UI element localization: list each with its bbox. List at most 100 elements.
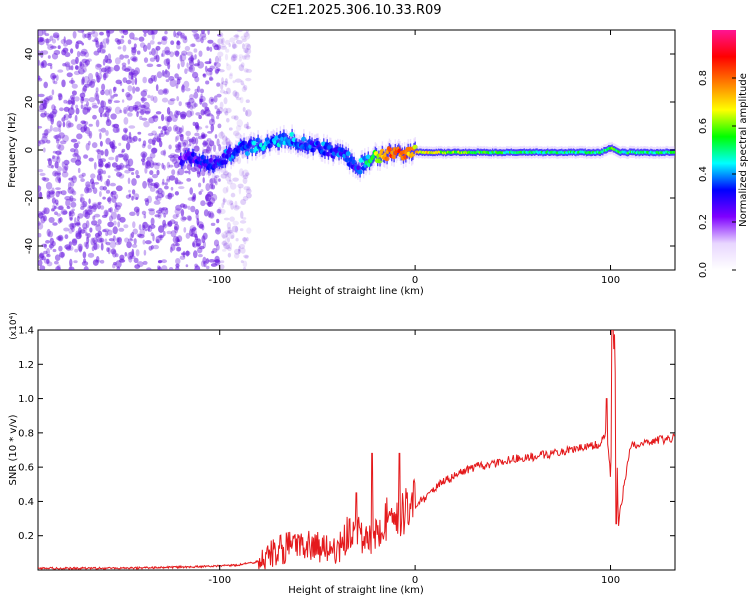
noise-blob: [121, 35, 125, 39]
noise-blob: [205, 265, 210, 270]
noise-blob: [217, 51, 224, 58]
noise-blob: [138, 138, 142, 142]
noise-blob: [85, 181, 91, 188]
noise-blob: [167, 192, 173, 200]
noise-blob: [144, 161, 152, 169]
noise-blob: [123, 106, 128, 115]
noise-blob: [122, 44, 127, 52]
noise-blob: [88, 130, 93, 139]
noise-blob: [131, 78, 135, 86]
noise-blob: [107, 175, 111, 179]
ridge-core: [673, 150, 675, 154]
noise-blob: [90, 237, 95, 246]
noise-blob: [206, 113, 213, 117]
spectrogram-x-ticks: -100 0 100: [208, 30, 620, 286]
noise-blob: [176, 246, 182, 252]
ridge-core: [349, 156, 355, 162]
noise-blob: [173, 124, 178, 132]
noise-blob: [97, 219, 102, 225]
noise-blob: [221, 80, 229, 86]
noise-blob: [124, 237, 130, 243]
noise-blob: [232, 177, 239, 182]
noise-blob: [113, 86, 116, 94]
noise-blob: [199, 245, 205, 250]
noise-blob: [246, 121, 249, 130]
noise-blob: [107, 221, 114, 228]
noise-blob: [65, 39, 73, 45]
noise-blob: [176, 96, 180, 102]
noise-blob: [210, 124, 215, 132]
noise-blob: [128, 105, 134, 112]
noise-blob: [93, 162, 97, 170]
noise-blob: [154, 162, 160, 170]
noise-blob: [193, 48, 198, 53]
noise-blob: [136, 111, 139, 118]
noise-blob: [226, 141, 233, 147]
noise-blob: [221, 202, 224, 209]
noise-blob: [46, 228, 51, 237]
noise-blob: [59, 251, 65, 258]
noise-blob: [149, 57, 156, 62]
snr-y-multiplier: (x10⁴): [9, 312, 19, 339]
noise-blob: [171, 169, 176, 176]
noise-blob: [238, 168, 244, 177]
spectrogram-x-tick-label: 0: [412, 275, 418, 286]
noise-blob: [238, 64, 245, 72]
noise-blob: [133, 238, 137, 245]
noise-blob: [191, 101, 197, 109]
noise-blob: [128, 72, 134, 80]
noise-blob: [190, 54, 194, 62]
noise-blob: [177, 168, 185, 176]
noise-blob: [186, 215, 192, 221]
noise-blob: [119, 254, 125, 261]
noise-blob: [155, 45, 161, 51]
noise-blob: [55, 190, 60, 198]
noise-blob: [144, 167, 148, 174]
noise-blob: [121, 62, 127, 67]
noise-blob: [219, 260, 225, 264]
noise-blob: [53, 135, 59, 139]
noise-blob: [222, 187, 228, 194]
noise-blob: [52, 127, 60, 132]
noise-blob: [114, 57, 121, 65]
noise-blob: [87, 132, 91, 137]
noise-blob: [99, 238, 105, 243]
noise-blob: [102, 170, 107, 175]
noise-blob: [108, 88, 113, 97]
noise-blob: [62, 121, 66, 128]
noise-blob: [235, 238, 239, 242]
noise-blob: [133, 193, 140, 200]
noise-blob: [168, 144, 172, 150]
noise-blob: [46, 254, 51, 258]
noise-blob: [109, 241, 117, 249]
noise-blob: [92, 39, 99, 43]
noise-blob: [45, 240, 50, 244]
noise-blob: [155, 111, 162, 115]
noise-blob: [164, 30, 168, 35]
noise-blob: [70, 65, 74, 71]
noise-blob: [214, 175, 220, 178]
noise-blob: [100, 41, 105, 45]
noise-blob: [182, 139, 189, 145]
noise-blob: [90, 173, 96, 179]
noise-blob: [223, 107, 228, 114]
noise-blob: [178, 134, 184, 137]
noise-blob: [82, 222, 88, 230]
noise-blob: [226, 186, 229, 193]
noise-blob: [180, 209, 185, 217]
noise-blob: [197, 59, 200, 65]
noise-blob: [139, 42, 146, 48]
noise-blob: [167, 99, 175, 106]
noise-blob: [131, 178, 137, 186]
noise-blob: [132, 105, 139, 109]
noise-blob: [235, 97, 242, 101]
noise-blob: [55, 171, 61, 175]
noise-blob: [175, 266, 180, 270]
noise-blob: [235, 78, 242, 83]
noise-blob: [230, 192, 236, 198]
noise-blob: [155, 209, 163, 214]
noise-blob: [92, 203, 98, 210]
ridge-core: [289, 132, 295, 137]
noise-blob: [172, 236, 180, 244]
snr-y-tick-label: 0.6: [18, 463, 34, 474]
